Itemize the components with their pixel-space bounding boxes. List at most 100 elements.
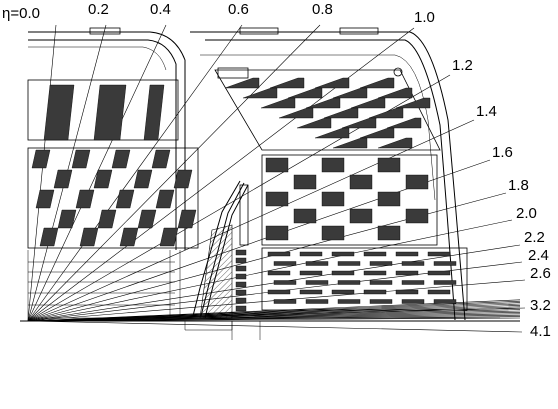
endcap-lower-bar xyxy=(402,281,424,285)
vertical-support xyxy=(240,185,248,245)
endcap-middle-frame xyxy=(262,155,437,245)
endcap-lower-bar xyxy=(332,271,354,275)
endcap-upper-block xyxy=(261,98,295,108)
barrel-upper-block xyxy=(144,85,164,140)
barrel-lower-block xyxy=(138,210,156,228)
eta-label: 0.4 xyxy=(150,1,171,18)
transition-block xyxy=(236,266,246,271)
connector-box xyxy=(218,68,248,78)
endcap-lower-bar xyxy=(306,262,328,266)
endcap-middle-block xyxy=(378,226,400,240)
endcap-lower-bar xyxy=(396,252,418,256)
transition-block xyxy=(236,282,246,287)
barrel-lower-block xyxy=(120,228,138,246)
endcap-upper-block xyxy=(315,78,349,88)
endcap-upper-block xyxy=(297,118,331,128)
endcap-upper-block xyxy=(333,88,367,98)
endcap-upper-block xyxy=(387,118,421,128)
endcap-lower-bar xyxy=(434,262,456,266)
barrel-lower-block xyxy=(152,150,170,168)
endcap-upper-block xyxy=(396,98,430,108)
top-bracket-2 xyxy=(240,28,278,34)
top-bracket-3 xyxy=(340,28,378,34)
endcap-lower-bar xyxy=(396,271,418,275)
barrel-lower-block xyxy=(54,170,72,188)
eta-label: 2.2 xyxy=(524,229,545,246)
endcap-lower-bar xyxy=(428,290,450,294)
endcap-lower-bar xyxy=(306,300,328,304)
barrel-upper-block xyxy=(44,85,74,140)
endcap-lower-bar xyxy=(364,290,386,294)
endcap-lower-bar xyxy=(370,281,392,285)
endcap-lower-bar xyxy=(338,300,360,304)
endcap-lower-bar xyxy=(338,281,360,285)
transition-block xyxy=(236,290,246,295)
eta-label: 2.6 xyxy=(530,265,551,282)
endcap-lower-bar xyxy=(434,300,456,304)
barrel-lower-block xyxy=(72,150,90,168)
endcap-lower-bar xyxy=(274,281,296,285)
barrel-lower-block xyxy=(58,210,76,228)
barrel-lower-block xyxy=(112,150,130,168)
endcap-lower-bar xyxy=(332,290,354,294)
endcap-lower-bar xyxy=(364,252,386,256)
barrel-lower-block xyxy=(98,210,116,228)
endcap-lower-bar xyxy=(428,271,450,275)
endcap-lower-bar xyxy=(402,300,424,304)
barrel-lower-block xyxy=(40,228,58,246)
barrel-blocks xyxy=(32,85,196,246)
endcap-middle-block xyxy=(266,226,288,240)
endcap-upper-block xyxy=(270,78,304,88)
barrel-upper-block xyxy=(94,85,126,140)
endcap-middle-block xyxy=(378,192,400,206)
endcap-middle-block xyxy=(406,209,428,223)
endcap-lower-bar xyxy=(300,290,322,294)
eta-label: 1.0 xyxy=(414,9,435,26)
endcap-middle-block xyxy=(266,158,288,172)
eta-label: 1.6 xyxy=(492,144,513,161)
barrel-lower-block xyxy=(134,170,152,188)
eta-label: 2.0 xyxy=(516,205,537,222)
eta-label: 1.8 xyxy=(508,177,529,194)
endcap-upper-block xyxy=(333,138,367,148)
endcap-upper-block xyxy=(369,108,403,118)
endcap-middle-block xyxy=(350,175,372,189)
barrel-lower-block xyxy=(160,228,178,246)
barrel-lower-block xyxy=(156,190,174,208)
endcap-middle-block xyxy=(322,158,344,172)
eta-line xyxy=(28,321,522,332)
endcap-upper-block xyxy=(315,128,349,138)
endcap-upper-block xyxy=(324,108,358,118)
endcap-upper-block xyxy=(243,88,277,98)
endcap-upper-block xyxy=(360,128,394,138)
endcap-upper-block xyxy=(306,98,340,108)
endcap-lower-bar xyxy=(300,252,322,256)
eta-label: η=0.0 xyxy=(2,5,40,22)
endcap-lower-bar xyxy=(364,271,386,275)
eta-label: 0.8 xyxy=(312,1,333,18)
endcap-upper-block xyxy=(351,98,385,108)
endcap-middle-block xyxy=(350,209,372,223)
endcap-lower-bar xyxy=(428,252,450,256)
barrel-lower-block xyxy=(178,210,196,228)
barrel-lower-block xyxy=(174,170,192,188)
eta-label: 0.6 xyxy=(228,1,249,18)
endcap-middle-block xyxy=(294,209,316,223)
endcap-lower-bar xyxy=(268,290,290,294)
endcap-middle-block xyxy=(406,175,428,189)
transition-block xyxy=(236,258,246,263)
eta-label: 4.1 xyxy=(530,323,551,340)
endcap-lower-bar xyxy=(370,300,392,304)
eta-label: 1.2 xyxy=(452,57,473,74)
endcap-lower-bar xyxy=(434,281,456,285)
endcap-lower-bar xyxy=(274,300,296,304)
endcap-middle-block xyxy=(378,158,400,172)
endcap-lower-bar xyxy=(338,262,360,266)
barrel-lower-block xyxy=(76,190,94,208)
endcap-upper-block xyxy=(360,78,394,88)
eta-line xyxy=(28,25,56,321)
endcap-middle-block xyxy=(322,226,344,240)
endcap-middle-block xyxy=(322,192,344,206)
eta-label: 0.2 xyxy=(88,1,109,18)
endcap-upper-block xyxy=(378,88,412,98)
